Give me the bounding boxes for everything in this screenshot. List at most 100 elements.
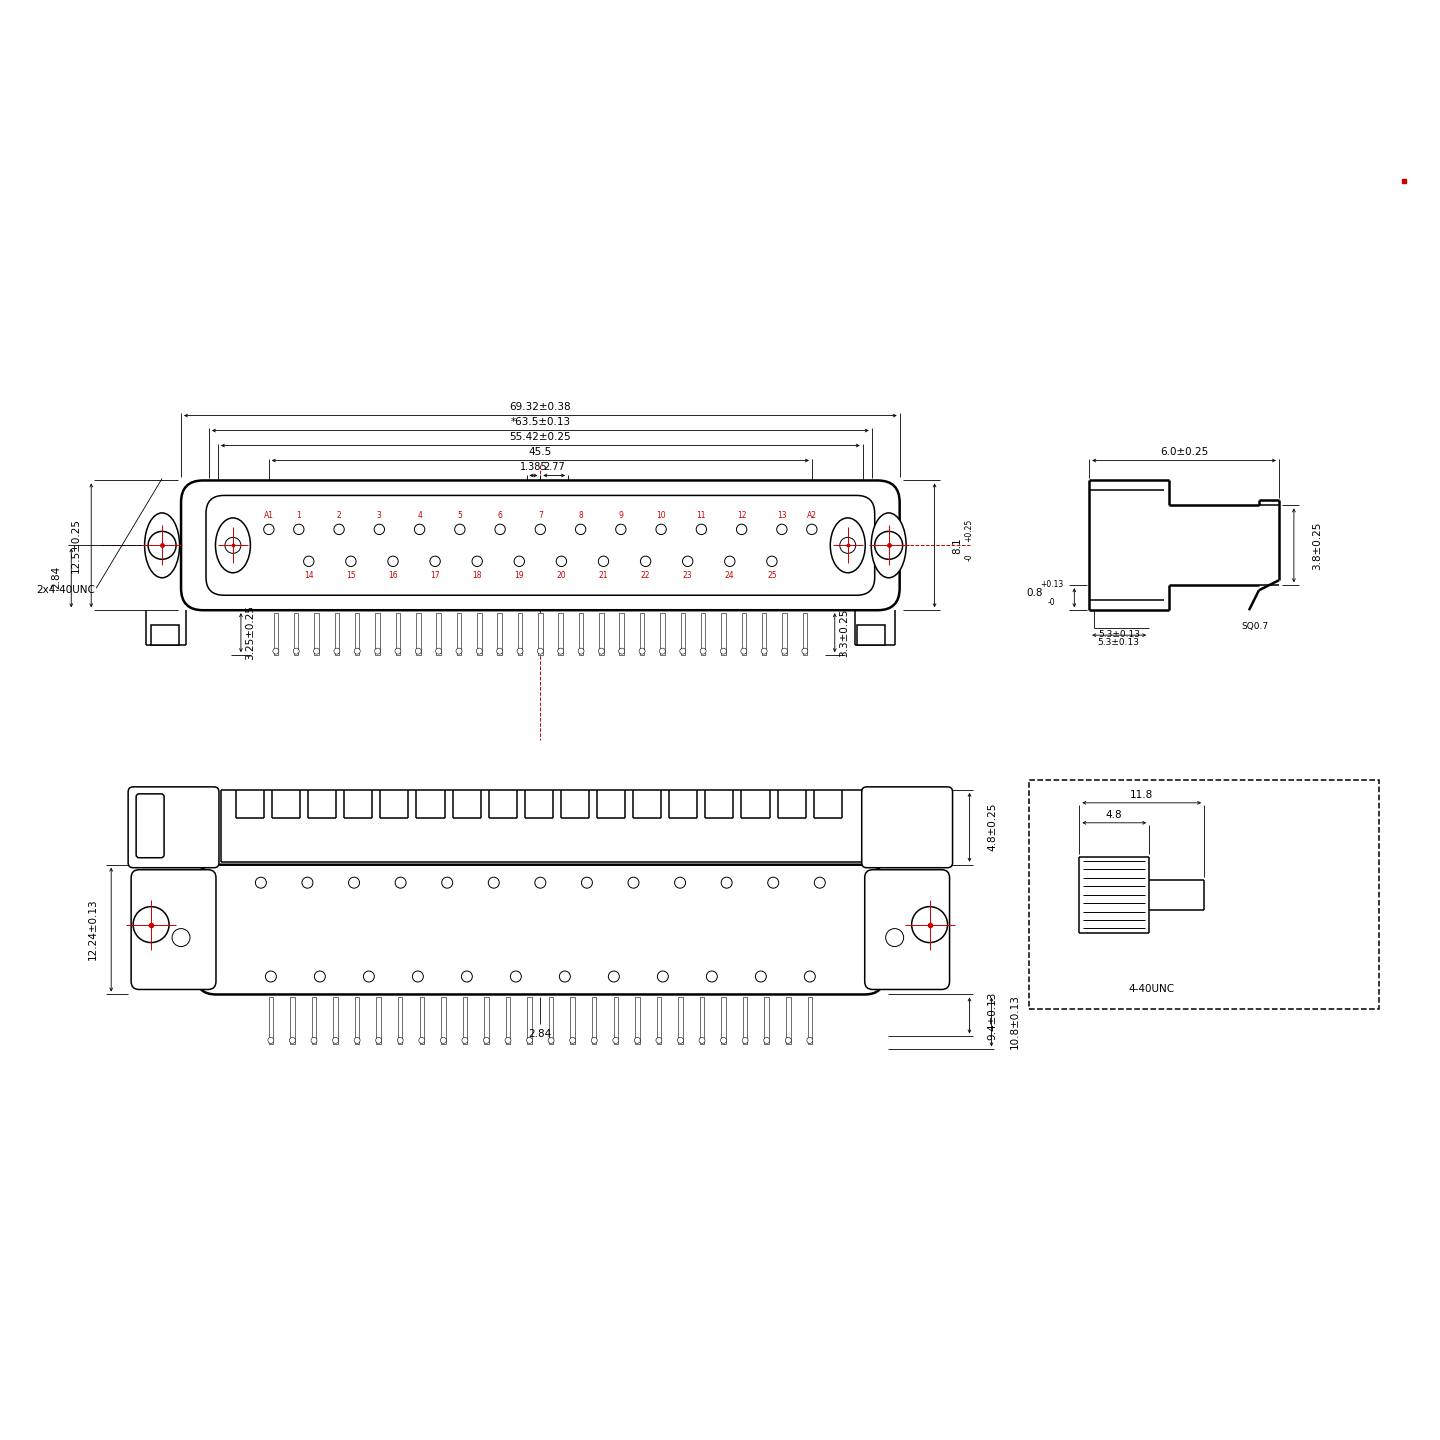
Text: A1: A1 (264, 511, 274, 520)
Text: 1.385: 1.385 (520, 462, 547, 472)
Circle shape (363, 971, 374, 982)
Circle shape (628, 877, 639, 888)
Text: 4.8±0.25: 4.8±0.25 (988, 804, 998, 851)
Circle shape (289, 1037, 295, 1044)
Text: 2.84: 2.84 (52, 566, 62, 589)
Text: 3.8±0.25: 3.8±0.25 (1312, 521, 1322, 570)
Circle shape (677, 1037, 684, 1044)
Circle shape (657, 971, 668, 982)
Circle shape (776, 524, 788, 534)
Bar (639, 613, 644, 655)
Bar (294, 613, 298, 655)
Text: 4-40UNC: 4-40UNC (1129, 985, 1175, 995)
Bar (505, 998, 510, 1044)
Bar (376, 613, 380, 655)
Bar (549, 998, 553, 1044)
Circle shape (374, 648, 380, 654)
Bar (613, 998, 618, 1044)
Text: 8: 8 (579, 511, 583, 520)
Circle shape (802, 648, 808, 654)
Circle shape (616, 524, 626, 534)
Text: 15: 15 (346, 570, 356, 580)
Circle shape (510, 971, 521, 982)
Circle shape (613, 1037, 619, 1044)
Bar (334, 613, 340, 655)
Text: 12.24±0.13: 12.24±0.13 (88, 899, 98, 960)
Text: 4: 4 (418, 511, 422, 520)
Bar (462, 998, 467, 1044)
Text: 13: 13 (778, 511, 786, 520)
Circle shape (484, 1037, 490, 1044)
FancyBboxPatch shape (196, 865, 884, 995)
Circle shape (657, 524, 667, 534)
Circle shape (680, 648, 685, 654)
Bar (396, 613, 400, 655)
Bar (857, 625, 884, 645)
Circle shape (148, 531, 176, 559)
Circle shape (395, 648, 400, 654)
Text: 16: 16 (389, 570, 397, 580)
Text: 11.8: 11.8 (1130, 791, 1153, 799)
Text: *63.5±0.13: *63.5±0.13 (510, 418, 570, 428)
Circle shape (419, 1037, 425, 1044)
Bar (742, 613, 746, 655)
Circle shape (756, 971, 766, 982)
Bar (311, 998, 317, 1044)
Circle shape (721, 877, 732, 888)
Circle shape (700, 648, 706, 654)
Circle shape (536, 524, 546, 534)
Text: 9: 9 (618, 511, 624, 520)
Text: 9.4±0.13: 9.4±0.13 (988, 991, 998, 1040)
Circle shape (766, 556, 778, 566)
Bar (808, 998, 812, 1044)
Text: 3.3±0.25: 3.3±0.25 (838, 609, 848, 657)
Circle shape (304, 556, 314, 566)
Bar (333, 998, 338, 1044)
Bar (376, 998, 382, 1044)
Bar (354, 998, 360, 1044)
Bar (678, 998, 683, 1044)
Circle shape (763, 1037, 770, 1044)
Text: 2: 2 (337, 511, 341, 520)
Bar (802, 613, 806, 655)
FancyBboxPatch shape (128, 786, 219, 868)
Text: 7: 7 (539, 511, 543, 520)
Circle shape (268, 1037, 274, 1044)
Text: 22: 22 (641, 570, 651, 580)
Circle shape (334, 648, 340, 654)
Circle shape (431, 556, 441, 566)
Circle shape (592, 1037, 598, 1044)
Circle shape (768, 877, 779, 888)
Circle shape (559, 971, 570, 982)
Text: 69.32±0.38: 69.32±0.38 (510, 402, 572, 412)
Circle shape (762, 648, 768, 654)
Circle shape (534, 877, 546, 888)
Bar (518, 613, 523, 655)
Circle shape (376, 1037, 382, 1044)
Circle shape (806, 1037, 812, 1044)
Bar (559, 613, 563, 655)
Circle shape (472, 556, 482, 566)
Circle shape (736, 524, 747, 534)
Bar (269, 998, 274, 1044)
FancyBboxPatch shape (206, 495, 874, 595)
Circle shape (461, 971, 472, 982)
Circle shape (549, 1037, 554, 1044)
Text: 2.84: 2.84 (528, 1030, 552, 1040)
Circle shape (635, 1037, 641, 1044)
Circle shape (570, 1037, 576, 1044)
Text: 11: 11 (697, 511, 706, 520)
Circle shape (354, 648, 360, 654)
Text: 14: 14 (304, 570, 314, 580)
Circle shape (698, 1037, 706, 1044)
Bar (592, 998, 596, 1044)
Circle shape (477, 648, 482, 654)
Bar (397, 998, 402, 1044)
Circle shape (436, 648, 442, 654)
Text: 21: 21 (599, 570, 608, 580)
Text: +0.25: +0.25 (965, 518, 973, 541)
Bar (701, 613, 706, 655)
Text: 6: 6 (498, 511, 503, 520)
Circle shape (576, 524, 586, 534)
Bar (274, 613, 278, 655)
